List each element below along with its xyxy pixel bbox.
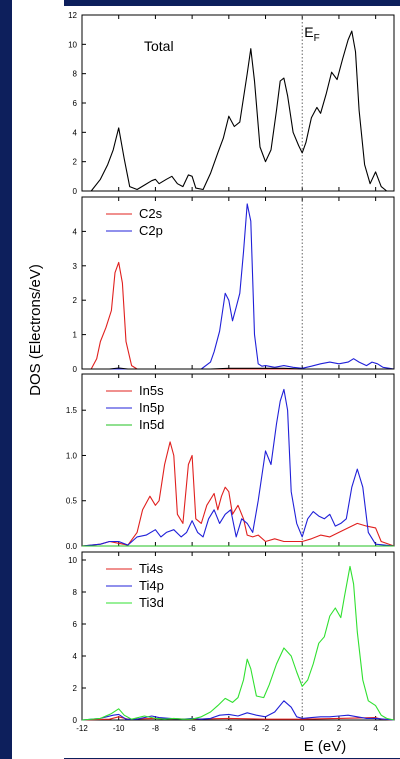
- legend-label: In5d: [139, 417, 164, 432]
- y-tick-label: 0.0: [66, 542, 78, 551]
- y-tick-label: 1.5: [66, 406, 78, 415]
- legend-label: Ti4p: [139, 578, 164, 593]
- y-tick-label: 8: [73, 70, 78, 79]
- x-tick-label: 2: [337, 724, 342, 733]
- plot-background: [64, 6, 400, 758]
- legend-label: Ti4s: [139, 561, 164, 576]
- panel-frame: [81, 551, 395, 721]
- figure-frame: [12, 0, 400, 759]
- y-tick-label: 0: [73, 187, 78, 196]
- x-tick-label: 4: [373, 724, 378, 733]
- panels-group: 024681012TotalEF01234C2sC2p0.00.51.01.5I…: [66, 11, 395, 733]
- x-tick-label: 0: [300, 724, 305, 733]
- y-axis-label: DOS (Electrons/eV): [27, 264, 44, 396]
- y-tick-label: 8: [73, 588, 78, 597]
- series-line-ti4p: [81, 700, 395, 721]
- x-tick-label: -2: [262, 724, 270, 733]
- y-tick-label: 2: [73, 296, 78, 305]
- series-line-baseline: [82, 30, 394, 192]
- legend-label: In5p: [139, 400, 164, 415]
- panel-frame: [81, 196, 395, 370]
- legend-label: C2s: [139, 206, 163, 221]
- series-line-baseline: [82, 367, 394, 370]
- x-axis-label: E (eV): [304, 738, 347, 755]
- panel-1: 0 2 4 6 8 10 12 Total EF: [68, 11, 395, 196]
- series-line-c2s: [82, 261, 394, 370]
- y-tick-label: 1: [73, 331, 78, 340]
- y-tick-label: 0.5: [66, 497, 78, 506]
- series-line-in5p: [81, 388, 395, 547]
- y-tick-label: 4: [73, 227, 78, 236]
- x-tick-label: -8: [152, 724, 160, 733]
- panel-3: 0.0 0.5 1.0 1.5 In5s In5p In5d: [66, 373, 395, 551]
- panel-4: 0 2 4 6 8 10 -12 -10 -8 -6 -4 -2 0 2 4 Ti4s Ti4p Ti3d: [68, 551, 395, 733]
- x-tick-label: -12: [76, 724, 88, 733]
- series-line-c2p: [82, 203, 395, 370]
- legend-label: Ti3d: [139, 595, 164, 610]
- x-tick-label: -4: [225, 724, 233, 733]
- y-tick-label: 0: [73, 716, 78, 725]
- y-tick-label: 0: [73, 365, 78, 374]
- legend-label: In5s: [139, 383, 164, 398]
- series-line-in5s: [81, 441, 395, 547]
- series-line-ti3d: [81, 565, 395, 721]
- panel-frame: [81, 373, 395, 547]
- y-tick-label: 2: [73, 684, 78, 693]
- fermi-label: EF: [304, 24, 319, 44]
- y-tick-label: 10: [68, 556, 77, 565]
- y-tick-label: 4: [73, 128, 78, 137]
- x-tick-label: -10: [113, 724, 125, 733]
- y-tick-label: 3: [73, 262, 78, 271]
- fermi-label-subscript: F: [314, 33, 320, 44]
- y-tick-label: 6: [73, 620, 78, 629]
- series-line-ti4s: [81, 716, 395, 721]
- ylabel-background: [12, 0, 64, 759]
- y-tick-label: 10: [68, 40, 77, 49]
- y-tick-label: 6: [73, 99, 78, 108]
- y-tick-label: 1.0: [66, 451, 78, 460]
- panel-annotation: Total: [144, 38, 174, 54]
- y-tick-label: 12: [68, 11, 77, 20]
- legend-label: C2p: [139, 223, 163, 238]
- y-tick-label: 2: [73, 158, 78, 167]
- panel-2: 0 1 2 3 4 C2s C2p: [73, 196, 395, 374]
- x-tick-label: -6: [189, 724, 197, 733]
- y-tick-label: 4: [73, 652, 78, 661]
